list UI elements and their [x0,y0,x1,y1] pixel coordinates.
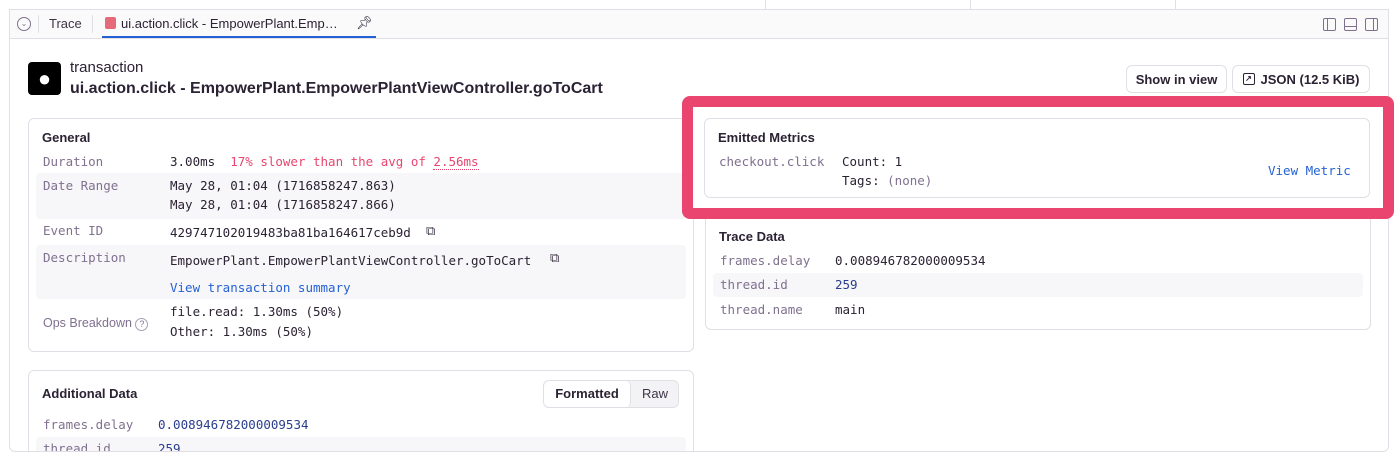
metric-name: checkout.click [719,154,825,169]
row-key: frames.delay [720,253,811,268]
format-toggle: Formatted Raw [543,380,679,408]
card-title: Additional Data [42,386,138,401]
tags-label: Tags: [842,173,888,188]
row-label: Ops Breakdown ? [43,316,149,331]
row-key: thread.name [720,302,803,317]
duration-comparison: 17% slower than the avg of [230,154,434,169]
divider [970,0,971,9]
row-label: Date Range [43,178,119,193]
emitted-metrics-card: Emitted Metrics checkout.click Count: 1 … [704,118,1370,198]
description-value: EmpowerPlant.EmpowerPlantViewController.… [170,253,532,268]
button-label: Show in view [1135,71,1218,87]
view-metric-link[interactable]: View Metric [1268,163,1351,178]
tab-label: ui.action.click - EmpowerPlant.Emp… [121,16,338,31]
metric-tags: Tags: (none) [842,173,932,188]
layout-bottom-icon[interactable] [1344,18,1357,31]
chevron-down-circle-icon[interactable]: ⌄ [17,17,31,31]
data-row: thread.id 259 [713,273,1363,297]
tab-bar: ⌄ Trace ui.action.click - EmpowerPlant.E… [10,10,1388,39]
row-value: 0.008946782000009534 [158,417,309,432]
row-value: 259 [158,441,181,452]
pin-icon[interactable]: 📌︎ [356,15,373,30]
show-in-view-button[interactable]: Show in view [1126,65,1227,93]
button-label: JSON (12.5 KiB) [1260,71,1360,87]
divider [92,15,93,33]
transaction-op: transaction [70,59,144,76]
row-value: 0.008946782000009534 [835,253,986,268]
data-row: thread.id 259 [36,437,686,452]
row-ops-breakdown: Ops Breakdown ? file.read: 1.30ms (50%) … [36,299,686,345]
row-key: thread.id [43,441,111,452]
formatted-toggle-button[interactable]: Formatted [544,381,631,407]
data-row: frames.delay 0.008946782000009534 [713,249,1363,273]
ops-label: Ops Breakdown [43,316,132,330]
row-label: Event ID [43,223,104,238]
duration-value: 3.00ms [170,154,216,169]
divider [38,15,39,33]
help-icon[interactable]: ? [135,318,149,331]
card-title: Trace Data [719,229,785,244]
open-external-icon: ↗ [1242,73,1255,85]
data-row: frames.delay 0.008946782000009534 [36,413,686,437]
row-value: main [835,302,866,317]
general-card: General Duration 3.00ms 17% slower than … [28,118,694,352]
row-label: Duration [43,154,104,169]
card-title: General [42,130,91,145]
ops-item: Other: 1.30ms (50%) [170,324,313,339]
date-end: May 28, 01:04 (1716858247.866) [170,197,396,212]
copy-icon[interactable]: ⧉ [426,223,436,238]
row-key: frames.delay [43,417,134,432]
page-title: ui.action.click - EmpowerPlant.EmpowerPl… [70,80,603,97]
raw-toggle-button[interactable]: Raw [641,386,668,401]
row-label: Description [43,250,126,265]
apple-icon: ● [28,62,61,95]
event-id-value: 429747102019483ba81ba164617ceb9d [170,225,411,240]
transaction-color-icon [105,17,116,29]
duration-avg[interactable]: 2.56ms [433,154,479,170]
ops-item: file.read: 1.30ms (50%) [170,304,344,319]
row-value: 259 [835,277,858,292]
layout-left-icon[interactable] [1323,18,1336,31]
json-button[interactable]: ↗ JSON (12.5 KiB) [1232,65,1370,93]
trace-drawer: ⌄ Trace ui.action.click - EmpowerPlant.E… [9,9,1389,452]
row-key: thread.id [720,277,788,292]
divider [765,0,766,9]
row-duration: Duration 3.00ms 17% slower than the avg … [36,149,686,173]
date-start: May 28, 01:04 (1716858247.863) [170,178,396,193]
highlight-frame: Emitted Metrics checkout.click Count: 1 … [682,96,1394,219]
data-row: thread.name main [713,298,1363,322]
layout-right-icon[interactable] [1365,18,1378,31]
trace-data-card: Trace Data frames.delay 0.00894678200000… [705,210,1371,330]
card-title: Emitted Metrics [718,130,815,145]
view-transaction-summary-link[interactable]: View transaction summary [170,280,351,295]
metric-count: Count: 1 [842,154,903,169]
row-date-range: Date Range May 28, 01:04 (1716858247.863… [36,173,686,219]
row-description: Description EmpowerPlant.EmpowerPlantVie… [36,245,686,299]
divider [1175,0,1176,9]
additional-data-card: Additional Data Formatted Raw frames.del… [28,370,694,452]
row-event-id: Event ID 429747102019483ba81ba164617ceb9… [36,219,686,245]
tags-value: (none) [887,173,933,188]
row-value: 3.00ms 17% slower than the avg of 2.56ms [170,154,479,170]
tab-trace[interactable]: Trace [49,16,82,31]
copy-icon[interactable]: ⧉ [550,250,560,265]
tab-transaction[interactable]: ui.action.click - EmpowerPlant.Emp… 📌︎ [102,10,376,38]
